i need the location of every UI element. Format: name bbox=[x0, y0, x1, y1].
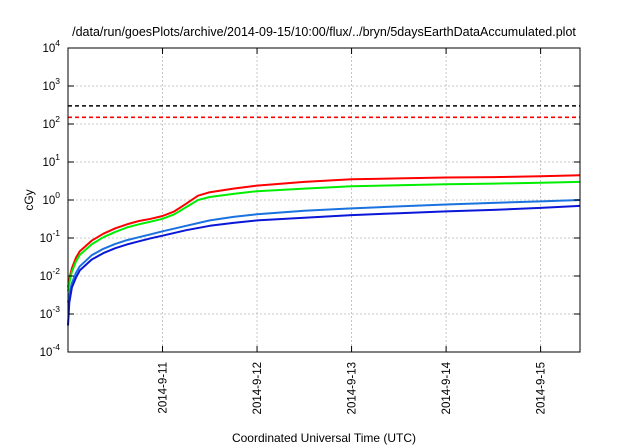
series-lines bbox=[67, 174, 581, 326]
y-tick-label: 10-4 bbox=[40, 342, 61, 359]
y-tick-label: 100 bbox=[42, 190, 60, 207]
x-tick-label: 2014-9-11 bbox=[158, 362, 170, 414]
y-tick-label: 10-1 bbox=[40, 228, 61, 245]
series-line-3 bbox=[67, 199, 581, 303]
series-line-1 bbox=[67, 174, 581, 288]
y-tick-label: 10-2 bbox=[40, 266, 61, 283]
x-axis-ticks: 2014-9-11 2014-9-12 2014-9-13 2014-9-14 2014… bbox=[158, 48, 548, 414]
y-axis-ticks: 10-4 10-3 10-2 10-1 100 101 102 103 104 bbox=[40, 38, 580, 359]
x-axis-label: Coordinated Universal Time (UTC) bbox=[232, 431, 416, 445]
y-tick-label: 10-3 bbox=[40, 304, 61, 321]
x-tick-label: 2014-9-13 bbox=[347, 362, 359, 414]
x-tick-label: 2014-9-12 bbox=[252, 362, 264, 414]
y-tick-label: 102 bbox=[42, 114, 60, 131]
series-line-4 bbox=[67, 204, 581, 326]
x-tick-label: 2014-9-15 bbox=[536, 362, 548, 414]
series-line-2 bbox=[67, 180, 581, 292]
y-tick-label: 101 bbox=[42, 152, 60, 169]
grid bbox=[68, 48, 580, 352]
y-axis-label: cGy bbox=[22, 189, 36, 210]
reference-lines bbox=[68, 105, 580, 119]
chart-title: /data/run/goesPlots/archive/2014-09-15/1… bbox=[72, 25, 576, 39]
y-tick-label: 103 bbox=[42, 76, 60, 93]
y-tick-label: 104 bbox=[42, 38, 60, 55]
x-tick-label: 2014-9-14 bbox=[441, 361, 453, 414]
